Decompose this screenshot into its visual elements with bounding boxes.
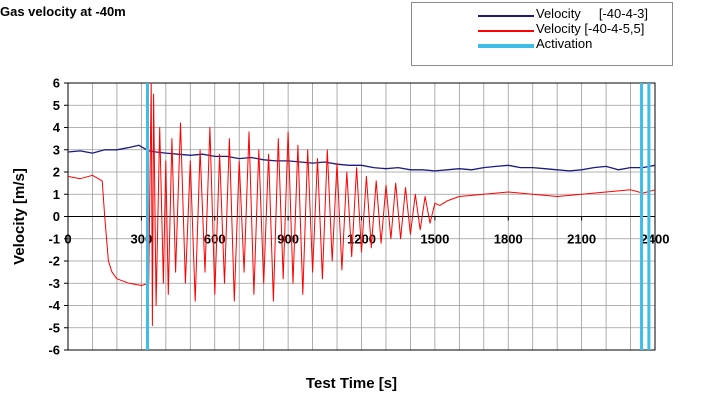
y-tick-label: -5 bbox=[48, 320, 60, 335]
x-tick-label: 900 bbox=[277, 232, 299, 247]
y-tick-label: 2 bbox=[53, 165, 60, 180]
y-axis-label: Velocity [m/s] bbox=[11, 168, 28, 265]
legend-item-velocity-5: Velocity [-40-4-5,5] bbox=[430, 22, 670, 36]
x-tick-label: 1200 bbox=[347, 232, 376, 247]
series-line-1 bbox=[67, 82, 656, 326]
series-line-0 bbox=[67, 144, 656, 172]
legend-label-velocity-3: Velocity [-40-4-3] bbox=[536, 6, 648, 21]
x-axis-label: Test Time [s] bbox=[306, 375, 397, 392]
legend-swatch-velocity-3 bbox=[478, 15, 534, 17]
x-tick-label: 1800 bbox=[494, 232, 523, 247]
legend: Velocity [-40-4-3] Velocity [-40-4-5,5] … bbox=[411, 2, 673, 66]
y-tick-label: -6 bbox=[48, 343, 60, 358]
x-tick-label: 2100 bbox=[567, 232, 596, 247]
chart-title: Gas velocity at -40m bbox=[0, 4, 126, 19]
x-tick-label: 0 bbox=[64, 232, 71, 247]
y-tick-label: -4 bbox=[48, 298, 60, 313]
legend-label-activation: Activation bbox=[536, 36, 593, 51]
y-tick-label: 4 bbox=[53, 120, 61, 135]
legend-swatch-velocity-5 bbox=[478, 30, 534, 32]
y-tick-label: -3 bbox=[48, 276, 60, 291]
legend-item-velocity-3: Velocity [-40-4-3] bbox=[430, 7, 670, 21]
legend-swatch-activation bbox=[478, 44, 534, 48]
legend-label-velocity-5: Velocity [-40-4-5,5] bbox=[536, 21, 645, 36]
y-tick-label: 3 bbox=[53, 142, 60, 157]
x-tick-label: 600 bbox=[204, 232, 226, 247]
x-tick-label: 2400 bbox=[641, 232, 670, 247]
y-tick-label: -2 bbox=[48, 254, 60, 269]
y-tick-label: 0 bbox=[53, 209, 60, 224]
y-tick-label: 1 bbox=[53, 187, 60, 202]
x-tick-label: 1500 bbox=[420, 232, 449, 247]
y-tick-label: 6 bbox=[53, 76, 60, 91]
y-tick-label: 5 bbox=[53, 98, 60, 113]
y-tick-label: -1 bbox=[48, 231, 60, 246]
legend-item-activation: Activation bbox=[430, 37, 670, 51]
